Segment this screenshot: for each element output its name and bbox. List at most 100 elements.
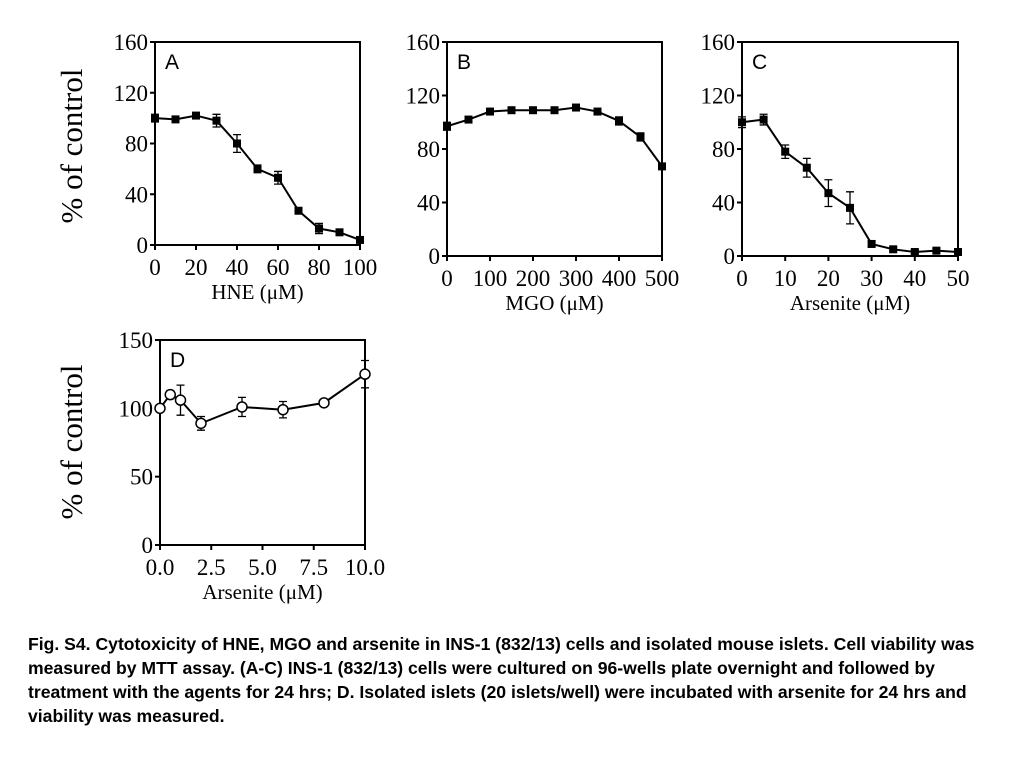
y-tick-label: 120 xyxy=(701,84,736,109)
data-point xyxy=(443,122,451,131)
x-tick-label: 500 xyxy=(645,266,680,291)
y-tick-label: 50 xyxy=(130,465,153,490)
data-point xyxy=(738,118,746,127)
x-tick-label: 0 xyxy=(736,266,748,291)
data-point xyxy=(356,235,364,244)
x-tick-label: 10 xyxy=(774,266,797,291)
panel-label: B xyxy=(457,51,471,74)
data-point xyxy=(507,106,516,115)
data-point xyxy=(315,224,323,233)
data-point xyxy=(867,239,876,248)
data-point xyxy=(464,115,473,124)
x-tick-label: 60 xyxy=(267,255,290,280)
data-point xyxy=(212,116,221,125)
data-point xyxy=(318,397,330,409)
y-tick-label: 100 xyxy=(119,396,154,421)
x-tick-label: 30 xyxy=(860,266,883,291)
data-point xyxy=(253,164,262,173)
data-point xyxy=(759,115,768,124)
x-tick-label: 100 xyxy=(343,255,378,280)
plot-frame-D xyxy=(159,339,366,546)
x-tick-label: 200 xyxy=(516,266,551,291)
x-axis-label: Arsenite (μM) xyxy=(202,580,322,604)
data-point xyxy=(195,417,207,430)
x-axis-label: MGO (μM) xyxy=(505,291,603,315)
y-tick-label: 40 xyxy=(125,182,148,207)
x-tick-label: 2.5 xyxy=(197,555,226,580)
plot-frame-B xyxy=(446,41,663,257)
data-point xyxy=(550,106,559,115)
x-tick-label: 400 xyxy=(602,266,637,291)
data-point xyxy=(636,132,645,141)
series-line xyxy=(154,114,361,241)
y-axis-label: % of control xyxy=(54,69,89,224)
y-tick-label: 120 xyxy=(406,84,441,109)
x-tick-label: 40 xyxy=(903,266,926,291)
data-point xyxy=(164,388,176,401)
data-point xyxy=(572,103,580,112)
x-tick-label: 40 xyxy=(226,255,249,280)
series-line xyxy=(446,106,663,167)
data-point xyxy=(335,228,344,237)
data-point xyxy=(236,401,248,413)
y-tick-label: 0 xyxy=(724,244,736,269)
data-point xyxy=(529,106,537,115)
x-tick-label: 20 xyxy=(817,266,840,291)
x-axis-label: HNE (μM) xyxy=(211,280,303,304)
data-point xyxy=(824,189,833,198)
plot-frame-A xyxy=(154,41,361,246)
data-point xyxy=(802,163,811,172)
x-tick-label: 5.0 xyxy=(248,555,277,580)
x-tick-label: 300 xyxy=(559,266,594,291)
x-tick-label: 0 xyxy=(441,266,453,291)
y-tick-label: 40 xyxy=(417,191,440,216)
x-tick-label: 80 xyxy=(308,255,331,280)
y-axis-label: % of control xyxy=(54,365,89,520)
y-tick-label: 0 xyxy=(142,533,154,558)
data-point xyxy=(486,107,494,116)
data-point xyxy=(910,247,919,256)
data-point xyxy=(593,107,602,116)
y-tick-label: 40 xyxy=(712,191,735,216)
data-point xyxy=(889,245,898,254)
y-tick-label: 150 xyxy=(119,328,154,353)
panel-label: C xyxy=(752,51,767,74)
x-axis-label: Arsenite (μM) xyxy=(790,291,910,315)
data-point xyxy=(932,246,941,255)
x-tick-label: 0.0 xyxy=(146,555,175,580)
x-tick-label: 10.0 xyxy=(345,555,385,580)
y-tick-label: 80 xyxy=(125,132,148,157)
data-point xyxy=(154,402,166,415)
y-tick-label: 120 xyxy=(114,81,149,106)
series-line xyxy=(159,373,366,425)
figure-caption: Fig. S4. Cytotoxicity of HNE, MGO and ar… xyxy=(28,634,975,726)
y-tick-label: 0 xyxy=(137,233,149,258)
data-point xyxy=(274,173,282,182)
data-point xyxy=(174,394,187,406)
data-point xyxy=(954,247,962,256)
y-tick-label: 80 xyxy=(712,137,735,162)
x-tick-label: 0 xyxy=(149,255,161,280)
panel-label: D xyxy=(170,349,185,372)
data-point xyxy=(294,206,303,215)
x-tick-label: 20 xyxy=(185,255,208,280)
x-tick-label: 50 xyxy=(947,266,970,291)
data-point xyxy=(277,403,289,416)
data-point xyxy=(171,115,180,124)
data-point xyxy=(615,116,623,125)
data-point xyxy=(846,203,854,212)
data-point xyxy=(359,368,371,380)
data-point xyxy=(151,114,159,123)
y-tick-label: 160 xyxy=(406,30,441,55)
y-tick-label: 0 xyxy=(429,244,441,269)
data-point xyxy=(233,139,241,148)
x-tick-label: 100 xyxy=(473,266,508,291)
y-tick-label: 80 xyxy=(417,137,440,162)
data-point xyxy=(192,111,200,120)
x-tick-label: 7.5 xyxy=(299,555,328,580)
y-tick-label: 160 xyxy=(114,30,149,55)
y-tick-label: 160 xyxy=(701,30,736,55)
data-point xyxy=(781,147,790,156)
data-point xyxy=(658,162,666,171)
